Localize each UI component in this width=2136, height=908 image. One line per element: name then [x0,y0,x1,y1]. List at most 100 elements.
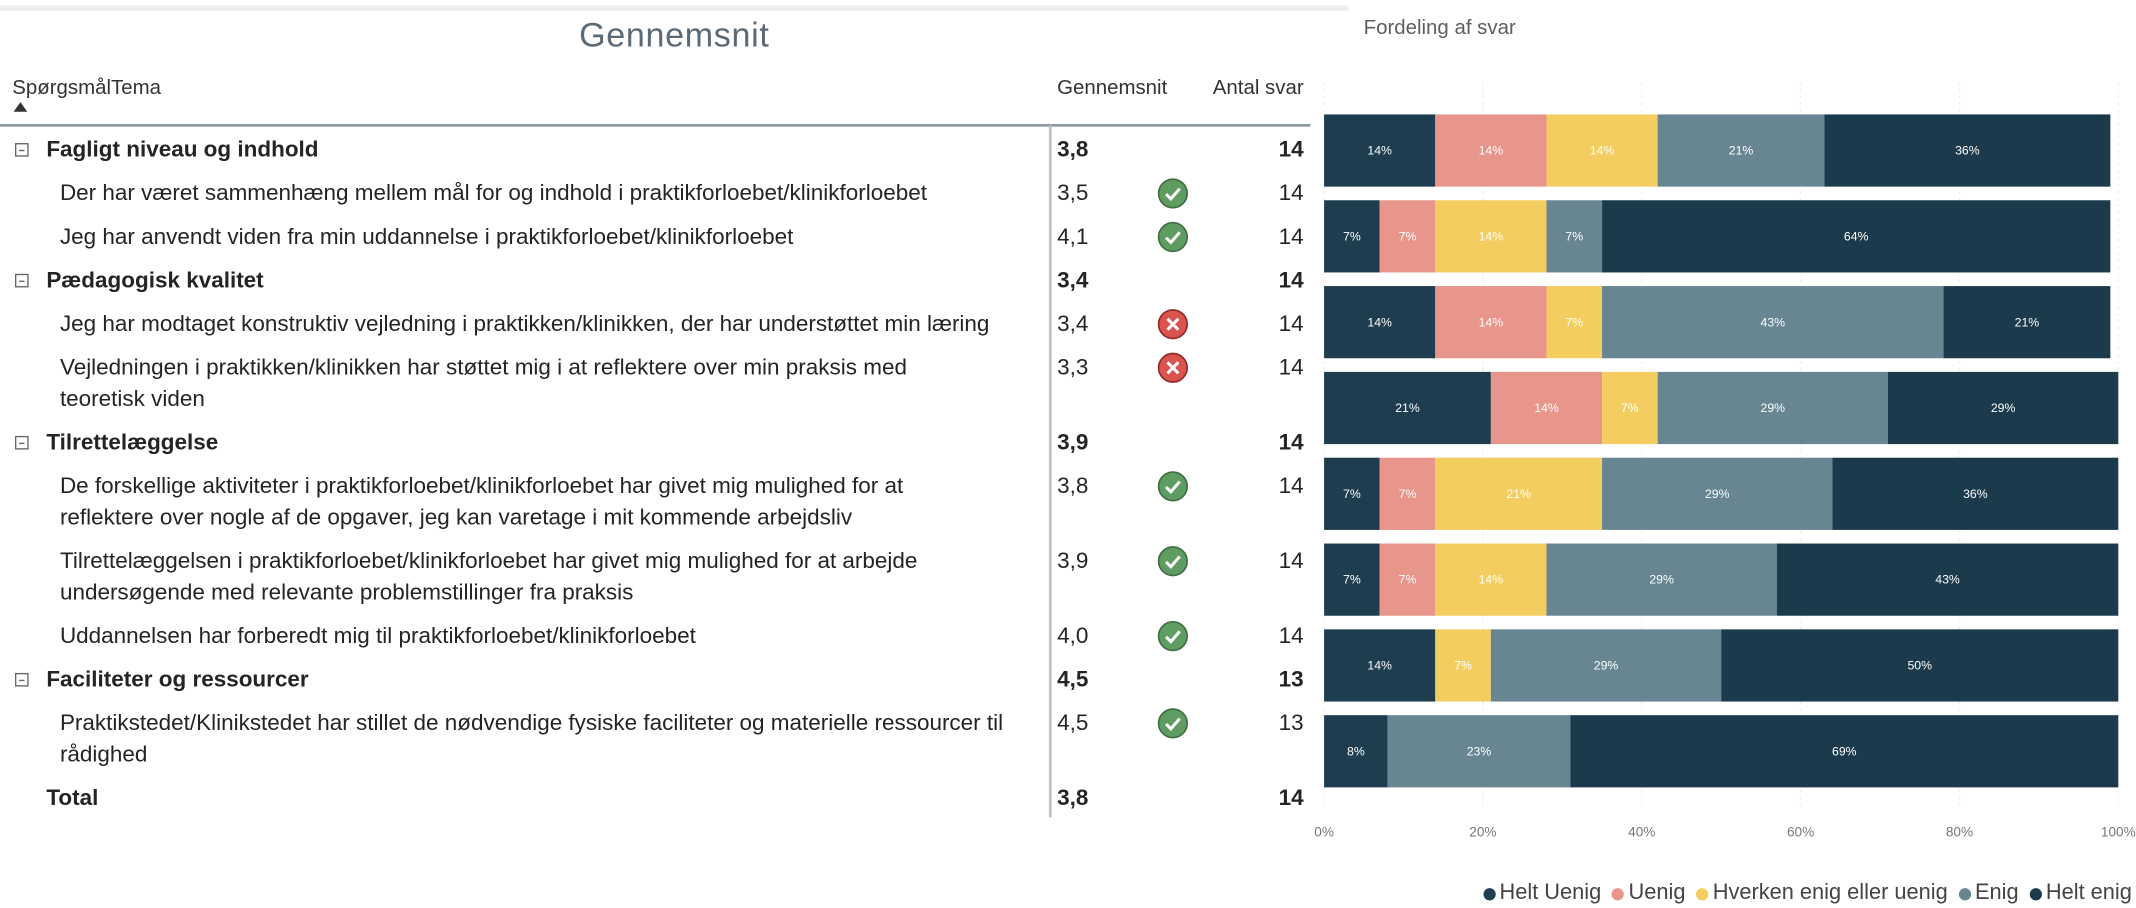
data-label: 8% [1347,744,1365,758]
label-line: undersøgende med relevante problemstilli… [59,579,634,605]
check-icon [1157,708,1189,739]
icon-glyph [1165,187,1181,202]
mean-value: 3,8 [1057,785,1089,810]
row-label: Tilrettelæggelse [46,429,219,455]
check-icon [1157,621,1189,652]
bar-segment [1324,629,1436,702]
legend-item[interactable]: Helt enig [2029,881,2132,906]
bar-segment [1324,114,1436,187]
data-label: 29% [1594,659,1619,673]
bar-segment [1657,371,1888,445]
bar-segment [1546,543,1777,616]
legend-item[interactable]: Uenig [1612,881,1685,906]
bar-segment [1832,457,2119,530]
bar-segment [1657,114,1825,187]
mean-value: 4,0 [1057,623,1089,648]
icon-glyph [1165,717,1181,731]
mean-value: 3,4 [1057,267,1089,293]
icon-glyph [1165,555,1181,569]
item-row: Praktikstedet/Klinikstedet har stillet d… [0,702,1310,777]
legend-marker [1483,887,1496,900]
data-label: 14% [1534,401,1559,415]
bar-segment [1324,543,1380,616]
data-label: 14% [1479,229,1504,243]
bar-segment [1324,715,1388,788]
bar-segment [1490,629,1722,702]
row-label: Pædagogisk kvalitet [46,267,264,293]
group-row: Pædagogisk kvalitet 3,4 14 [0,259,1310,303]
collapse-toggle[interactable] [14,143,29,157]
label-line: De forskellige aktiviteter i praktikforl… [59,473,904,498]
mean-value: 3,8 [1057,136,1089,162]
data-label: 14% [1479,573,1504,587]
bar-segment [1435,543,1547,616]
x-tick-label: 80% [1946,824,1973,839]
column-header[interactable]: Gennemsnit [1057,76,1168,100]
bar-segment [1324,200,1380,273]
bar-segment [1435,200,1547,273]
sort-arrow [13,102,28,112]
count-value: 14 [1278,548,1304,573]
data-label: 7% [1399,487,1417,501]
column-line [1048,125,1051,818]
collapse-toggle[interactable] [14,273,29,288]
cross-icon [1157,352,1189,383]
data-label: 36% [1955,144,1980,158]
label-line: reflektere over nogle af de opgaver, jeg… [59,504,853,530]
x-tick-label: 100% [2101,824,2136,839]
bar-segment [1546,200,1603,273]
legend-item[interactable]: Enig [1958,881,2019,906]
data-label: 29% [1991,401,2016,415]
row-label: Fagligt niveau og indhold [46,136,319,162]
row-label: Uddannelsen har forberedt mig til prakti… [59,623,696,648]
row-label: Tilrettelæggelsen i praktikforloebet/kli… [60,546,1046,609]
data-label: 21% [1395,401,1420,415]
data-label: 7% [1565,229,1583,243]
data-label: 7% [1565,315,1583,329]
row-label: Jeg har anvendt viden fra min uddannelse… [59,224,794,249]
count-value: 14 [1278,180,1304,206]
data-label: 7% [1343,487,1361,501]
icon-circle [1157,708,1189,739]
label-line: Praktikstedet/Klinikstedet har stillet d… [59,710,1004,735]
bar-segment [1602,371,1658,445]
bar-segment [1324,286,1436,359]
data-label: 7% [1399,573,1417,587]
cross-icon [1157,309,1189,340]
data-label: 14% [1590,144,1615,158]
data-label: 23% [1467,744,1492,758]
check-icon [1157,221,1189,253]
data-label: 21% [2015,315,2040,329]
data-label: 29% [1761,401,1786,415]
bar-segment [1387,715,1571,788]
bar-segment [1570,715,2119,788]
legend-item[interactable]: Helt Uenig [1483,881,1601,906]
count-value: 14 [1278,136,1304,162]
legend-label: Enig [1974,881,2019,905]
legend-marker [1612,887,1625,900]
icon-circle [1157,621,1189,652]
bar-segment [1324,457,1380,530]
data-label: 29% [1705,487,1730,501]
data-label: 43% [1761,315,1786,329]
column-header[interactable]: SpørgsmålTema [12,76,162,100]
data-label: 69% [1832,744,1857,758]
mean-value: 3,9 [1057,429,1089,455]
collapse-toggle[interactable] [14,435,29,450]
legend-item[interactable]: Hverken enig eller uenig [1696,881,1948,906]
legend: Helt Uenig Uenig Hverken enig eller uenig E… [1483,881,2132,906]
mean-value: 4,5 [1057,666,1089,692]
column-header[interactable]: Antal svar [1212,76,1304,100]
icon-glyph [1165,231,1181,245]
collapse-toggle[interactable] [14,672,29,687]
icon-glyph [1165,480,1181,494]
label-line: rådighed [59,741,148,767]
row-label: Vejledningen i praktikken/klinikken har … [60,352,1046,415]
x-tick-label: 0% [1314,824,1334,839]
bar-segment [1546,286,1603,359]
data-label: 21% [1506,487,1531,501]
icon-circle [1157,178,1189,209]
label-line: Vejledningen i praktikken/klinikken har … [59,354,907,380]
